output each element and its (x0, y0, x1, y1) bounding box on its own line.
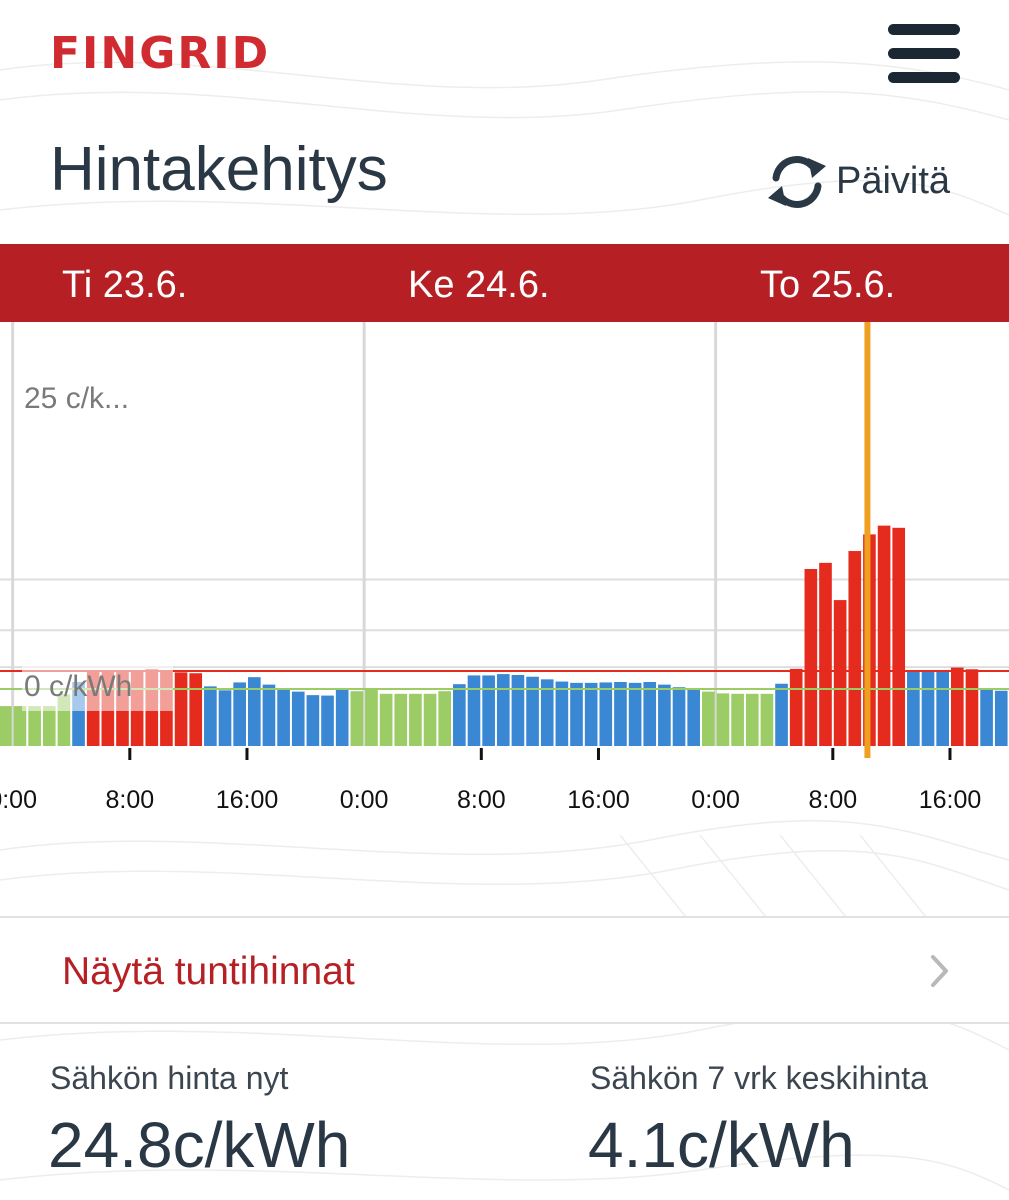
price-bar (511, 674, 525, 746)
price-bar (643, 681, 657, 746)
price-bar (994, 690, 1008, 746)
x-tick-label: 0:00 (691, 786, 740, 814)
price-bar (892, 527, 906, 746)
price-bar (496, 674, 510, 746)
price-bar (291, 691, 305, 746)
y-tick-label: 0 c/kWh (24, 670, 132, 703)
price-bar (658, 684, 671, 746)
weekly-average-value: 4.1c/kWh (588, 1109, 855, 1181)
x-tick-label: 16:00 (216, 786, 279, 814)
current-price-value: 24.8c/kWh (48, 1109, 351, 1181)
y-label-background (22, 657, 173, 711)
price-bar (628, 682, 642, 746)
price-bar (42, 706, 56, 746)
x-tick-label: 8:00 (105, 786, 154, 814)
price-bar (804, 568, 818, 746)
x-tick-label: 16:00 (919, 786, 982, 814)
price-chart[interactable]: 25 c/k... 0 c/kWh 0:00 8:00 16:00 0:00 8:00 16:… (0, 322, 1009, 822)
weekly-average-label: Sähkön 7 vrk keskihinta (590, 1060, 928, 1096)
price-bar (262, 684, 276, 746)
day-tab-thursday[interactable]: To 25.6. (760, 264, 896, 306)
price-bar (819, 562, 832, 746)
day-tab-wednesday[interactable]: Ke 24.6. (408, 264, 550, 306)
page-title: Hintakehitys (50, 135, 388, 204)
x-tick-label: 0:00 (0, 786, 37, 814)
price-bar (321, 695, 334, 746)
price-bar (980, 688, 993, 746)
price-bar (482, 675, 495, 746)
divider (0, 916, 1009, 918)
price-bar (233, 682, 246, 746)
price-bar (687, 689, 700, 746)
refresh-label: Päivitä (836, 160, 951, 202)
price-bar (438, 691, 452, 746)
price-bar (614, 681, 627, 746)
price-bar (570, 682, 583, 746)
price-bar (218, 690, 232, 746)
price-bar (921, 671, 935, 746)
chevron-right-icon (931, 955, 948, 987)
price-bar (423, 693, 437, 746)
price-bar (306, 695, 320, 746)
price-bar (907, 670, 920, 746)
price-bar (277, 689, 290, 746)
price-bar (453, 684, 466, 746)
price-bar (775, 683, 788, 746)
current-price-label: Sähkön hinta nyt (50, 1060, 289, 1096)
price-bar (877, 525, 891, 746)
day-tab-tuesday[interactable]: Ti 23.6. (62, 264, 188, 306)
price-bar (526, 676, 539, 746)
price-bar (540, 679, 554, 746)
price-bar (672, 687, 686, 746)
refresh-icon (768, 156, 826, 208)
x-tick-label: 0:00 (340, 786, 389, 814)
price-bar (965, 669, 979, 746)
price-bar (204, 686, 217, 746)
price-bar (467, 675, 481, 746)
price-bar (936, 670, 949, 746)
price-bar (365, 689, 378, 746)
price-bar (409, 693, 422, 746)
price-bar (760, 693, 774, 746)
price-bar (247, 677, 261, 746)
day-selector-bar: Ti 23.6. Ke 24.6. To 25.6. (0, 244, 1009, 322)
price-bar (789, 668, 803, 746)
price-bar (13, 706, 27, 746)
price-bar (28, 706, 41, 746)
show-hourly-prices-label: Näytä tuntihinnat (62, 950, 355, 993)
price-bar (833, 600, 847, 746)
price-bar (350, 691, 364, 746)
divider (0, 1022, 1009, 1024)
x-tick-label: 8:00 (808, 786, 857, 814)
y-tick-label: 25 c/k... (24, 382, 129, 415)
price-bar (189, 673, 203, 746)
price-bar (335, 689, 349, 746)
show-hourly-prices-link[interactable]: Näytä tuntihinnat (0, 918, 1009, 1022)
price-bar (584, 682, 598, 746)
price-bar (731, 693, 744, 746)
current-time-marker (864, 322, 871, 758)
fingrid-logo[interactable]: FINGRID (50, 28, 271, 79)
price-bar (716, 693, 730, 746)
price-bar (379, 693, 393, 746)
hamburger-menu-icon[interactable] (884, 18, 964, 88)
app-header: FINGRID (0, 0, 1009, 120)
x-tick-label: 16:00 (567, 786, 630, 814)
x-tick-label: 8:00 (457, 786, 506, 814)
price-bar (848, 551, 862, 746)
price-bar (174, 672, 188, 746)
price-bar (745, 693, 759, 746)
price-bar (702, 691, 715, 746)
price-bar (394, 693, 408, 746)
price-bar (950, 667, 964, 746)
price-bar (0, 706, 12, 746)
price-bar (555, 681, 569, 746)
price-bar (599, 682, 613, 746)
